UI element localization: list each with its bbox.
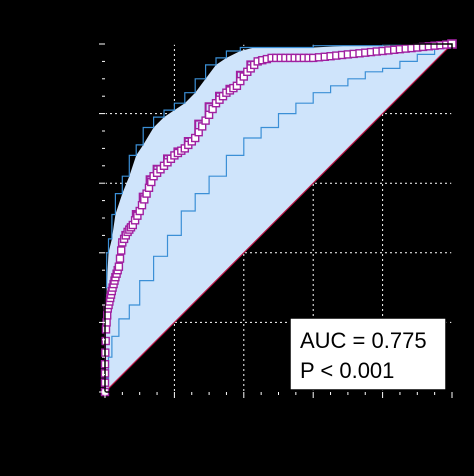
roc-point [115, 254, 125, 263]
reference-diagonal [104, 43, 453, 393]
auc-annotation: AUC = 0.775 [300, 328, 427, 353]
roc-point [116, 246, 126, 255]
annotation-background [289, 317, 447, 391]
roc-markers [100, 39, 457, 397]
ci-upper-line [104, 43, 452, 392]
axis-ticks [99, 43, 453, 398]
p-value-annotation: P < 0.001 [300, 358, 394, 383]
plot-area [100, 39, 457, 397]
roc-point [114, 262, 124, 271]
ci-lower-line [104, 43, 452, 392]
annotation-box: AUC = 0.775 P < 0.001 [289, 317, 447, 391]
roc-point [101, 325, 111, 334]
